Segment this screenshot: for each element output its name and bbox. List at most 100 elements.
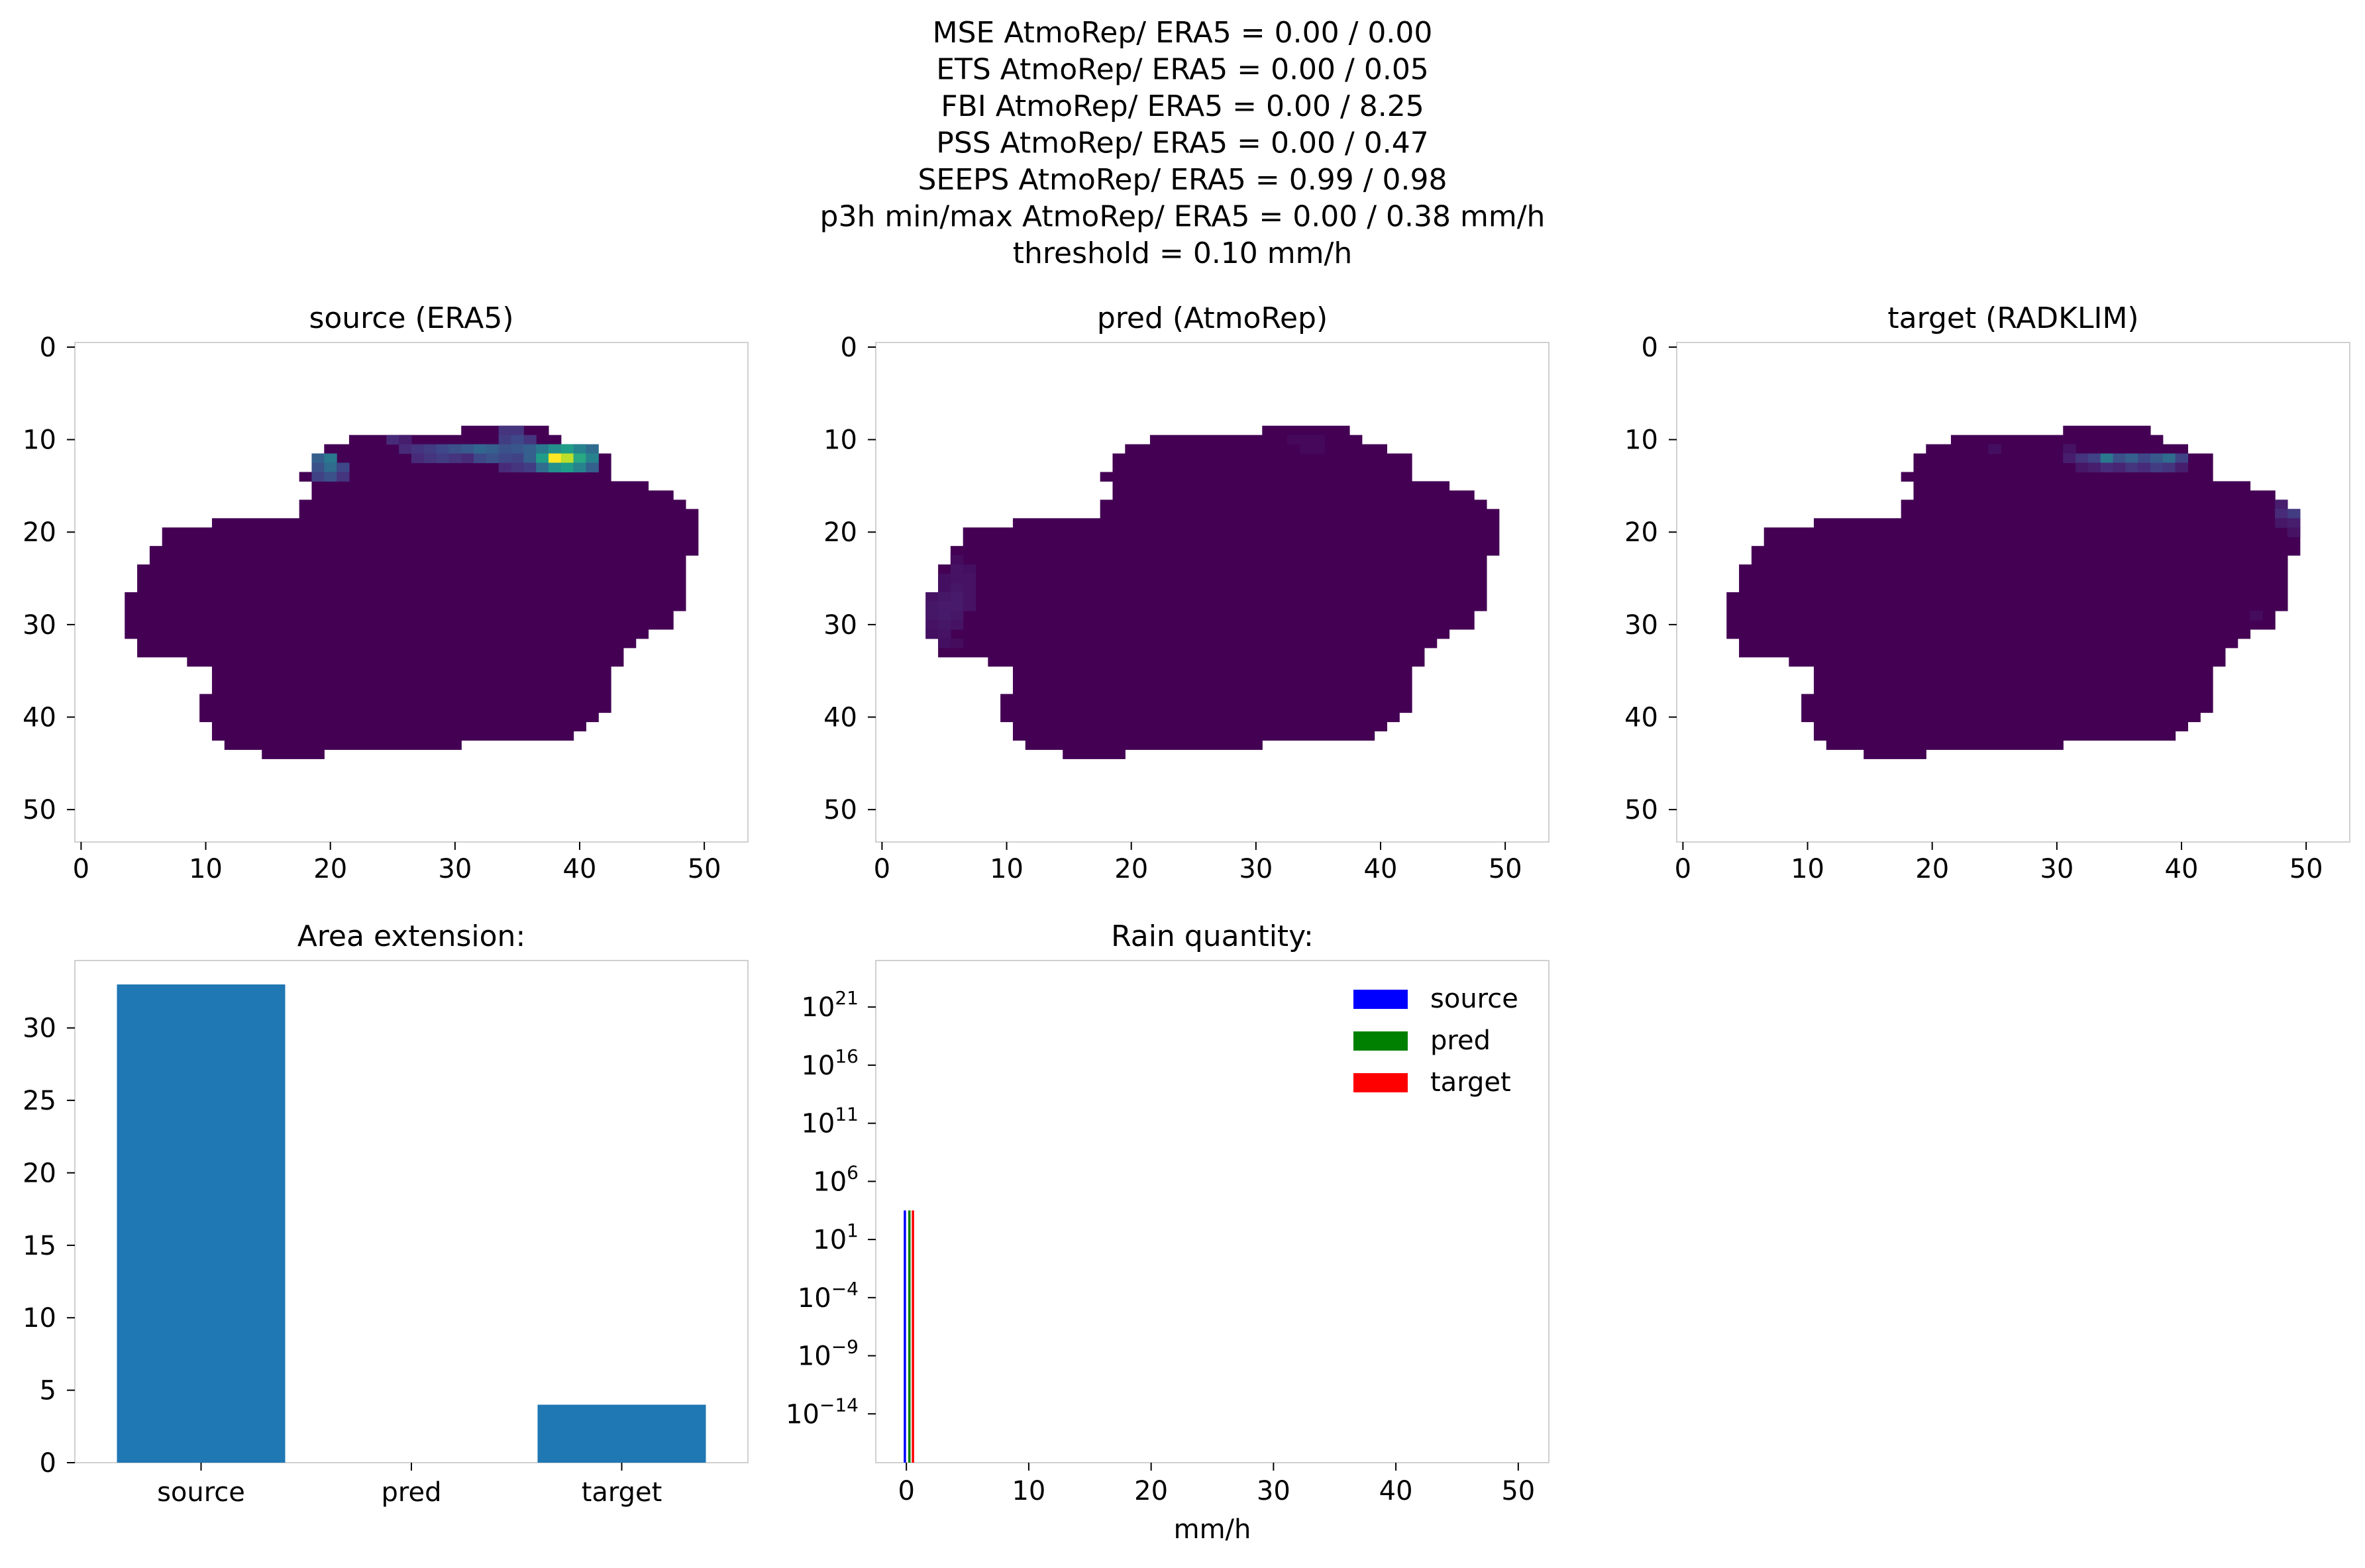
x-tick-label: target	[582, 1477, 662, 1508]
heatmap-cell-row	[199, 712, 599, 723]
x-tick-label: 30	[1239, 854, 1273, 884]
heatmap-cell	[938, 629, 951, 639]
heatmap-cell	[925, 592, 939, 602]
heatmap-cell-row	[1789, 656, 2226, 667]
x-axis-label: mm/h	[1174, 1514, 1251, 1545]
heatmap-cell	[523, 453, 537, 464]
heatmap-frame	[1676, 342, 2350, 843]
heatmap-cell-row	[1763, 527, 2301, 537]
heatmap-cell-row	[137, 647, 624, 658]
heatmap-cell-row	[137, 583, 686, 593]
heatmap-cell	[511, 444, 524, 454]
heatmap-cell	[548, 453, 562, 464]
heatmap-cell	[950, 574, 964, 584]
heatmap-cell-row	[938, 583, 1487, 593]
heatmap-cell-row	[1813, 666, 2213, 676]
heatmap-cell-row	[1826, 740, 2064, 750]
chart-title: Rain quantity:	[1111, 919, 1314, 953]
y-tick-label: 10	[23, 425, 56, 456]
bar-target	[537, 1404, 706, 1463]
heatmap-cell-row	[1000, 712, 1400, 723]
heatmap-pred-panel: pred (AtmoRep) 0 10 20 30 40 50 0 10 20 30 40 50	[823, 301, 1550, 884]
heatmap-cell	[2076, 462, 2089, 473]
heatmap-cell	[938, 610, 951, 621]
heatmap-cell-row	[137, 564, 686, 574]
heatmap-cell	[423, 444, 437, 454]
heatmap-cell-row	[125, 619, 674, 630]
heatmap-cell	[498, 453, 512, 464]
y-tick-label: 10	[823, 425, 857, 456]
x-tick-label: 0	[73, 854, 89, 884]
y-tick-label: 20	[23, 1158, 56, 1188]
heatmap-cell	[2138, 462, 2151, 473]
legend-label-pred: pred	[1430, 1025, 1491, 1056]
heatmap-cell	[423, 453, 437, 464]
heatmap-cell-row	[1012, 684, 1412, 695]
heatmap-cell	[448, 453, 462, 464]
heatmap-cell-row	[299, 509, 699, 519]
heatmap-cell-row	[1726, 592, 2288, 602]
heatmap-cell-row	[1901, 472, 2213, 482]
heatmap-cell-row	[1012, 721, 1388, 732]
heatmap-cell-row	[1901, 509, 2301, 519]
heatmap-cell-row	[1025, 740, 1263, 750]
heatmap-cell-row	[1813, 684, 2213, 695]
heatmap-cell-row	[950, 546, 1500, 556]
heatmap-cell-row	[1112, 462, 1412, 473]
heatmap-cell	[536, 462, 549, 473]
heatmap-cell	[938, 574, 951, 584]
heatmap-cell	[324, 472, 337, 482]
heatmap-cell-row	[211, 666, 611, 676]
heatmap-cell	[2287, 527, 2301, 537]
heatmap-cell	[386, 435, 399, 445]
y-tick-label: 5	[40, 1376, 56, 1406]
heatmap-cell	[2287, 518, 2301, 528]
y-tick-label: 40	[823, 703, 857, 733]
heatmap-cell-row	[137, 638, 637, 649]
heatmap-cell	[573, 444, 587, 454]
heatmap-cell-row	[211, 731, 574, 741]
heatmap-cell-row	[1763, 537, 2301, 547]
x-tick-label: 50	[2289, 854, 2323, 884]
heatmap-cell-row	[199, 694, 611, 704]
heatmap-cell	[938, 619, 951, 630]
heatmap-cell-row	[938, 564, 1487, 574]
heatmap-cell	[938, 601, 951, 611]
legend: source pred target	[1353, 984, 1518, 1098]
heatmap-cell-row	[1739, 564, 2288, 574]
heatmap-cell	[311, 453, 325, 464]
heatmap-cell	[2100, 462, 2114, 473]
heatmap-cell	[2087, 453, 2101, 464]
heatmap-frame	[74, 342, 749, 843]
heatmap-cell	[1299, 435, 1313, 445]
y-tick-label: 40	[23, 703, 56, 733]
suptitle-line: ETS AtmoRep/ ERA5 = 0.00 / 0.05	[936, 53, 1429, 87]
heatmap-cell-row	[1801, 712, 2201, 723]
heatmap-cell-row	[1739, 574, 2288, 584]
heatmap-cell-row	[262, 749, 325, 759]
heatmap-cell	[2162, 453, 2176, 464]
heatmap-cell	[586, 453, 599, 464]
heatmap-cell-row	[1012, 666, 1412, 676]
x-tick-label: 40	[2165, 854, 2199, 884]
heatmap-cell	[950, 601, 964, 611]
heatmap-cell-row	[1100, 472, 1412, 482]
heatmap-cell	[2287, 509, 2301, 519]
heatmap-cell	[498, 425, 512, 436]
y-tick-label: 10−14	[786, 1394, 859, 1430]
heatmap-cell-row	[963, 537, 1500, 547]
heatmap-cell-row	[211, 721, 587, 732]
x-tick-label: 0	[1675, 854, 1691, 884]
heatmap-cell	[2138, 453, 2151, 464]
heatmap-cell	[2063, 444, 2076, 454]
heatmap-cell	[337, 462, 350, 473]
heatmap-cell-row	[1112, 490, 1475, 500]
heatmap-cell-row	[1100, 509, 1500, 519]
y-tick-label: 1016	[801, 1045, 859, 1081]
x-tick-label: source	[157, 1477, 245, 1508]
bar-pred	[908, 1210, 911, 1463]
heatmap-cell	[448, 444, 462, 454]
heatmap-cell-row	[1112, 481, 1450, 492]
heatmap-cell-row	[1813, 731, 2176, 741]
